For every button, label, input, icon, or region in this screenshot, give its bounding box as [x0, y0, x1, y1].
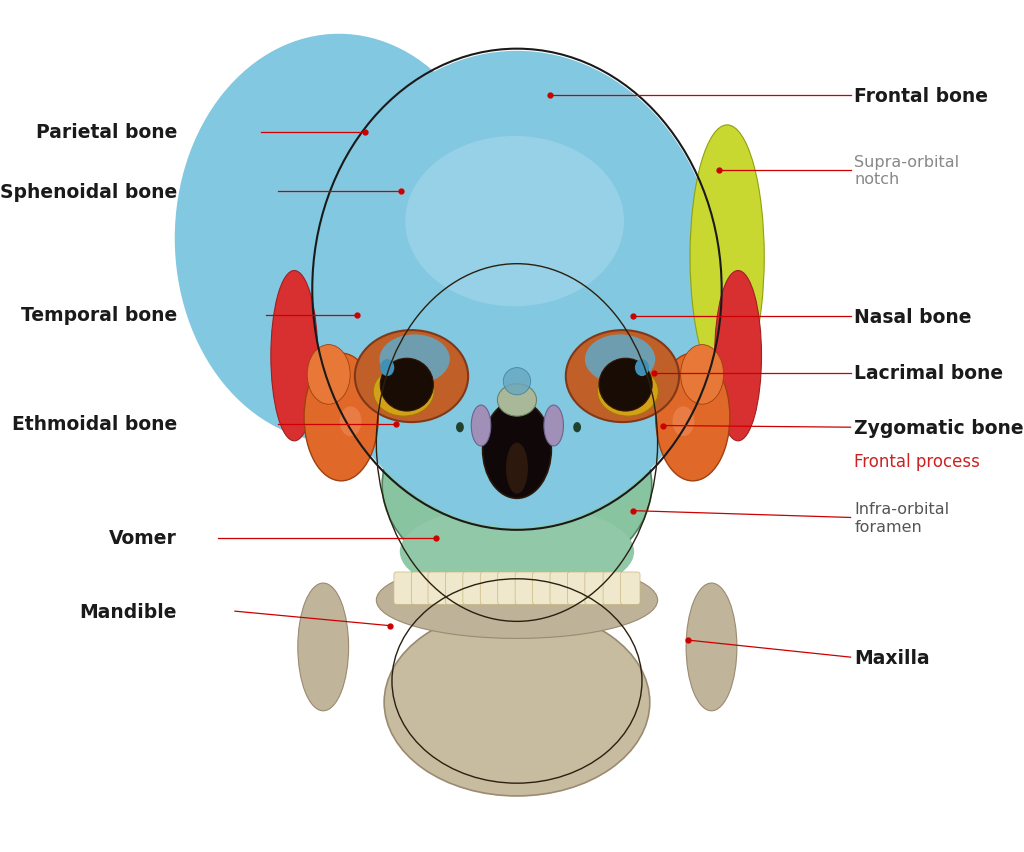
- Ellipse shape: [399, 505, 634, 599]
- Text: Lacrimal bone: Lacrimal bone: [854, 364, 1004, 383]
- FancyBboxPatch shape: [515, 573, 537, 605]
- Ellipse shape: [313, 52, 720, 528]
- FancyBboxPatch shape: [550, 573, 571, 605]
- Ellipse shape: [585, 335, 655, 384]
- Ellipse shape: [715, 271, 762, 441]
- Ellipse shape: [345, 56, 689, 481]
- FancyBboxPatch shape: [621, 573, 640, 605]
- Ellipse shape: [544, 406, 563, 446]
- Ellipse shape: [380, 359, 433, 412]
- Ellipse shape: [340, 407, 361, 436]
- Ellipse shape: [471, 406, 490, 446]
- Text: Mandible: Mandible: [80, 602, 177, 621]
- Ellipse shape: [271, 271, 317, 441]
- Ellipse shape: [377, 562, 657, 639]
- FancyBboxPatch shape: [463, 573, 484, 605]
- Ellipse shape: [298, 584, 348, 711]
- Text: Sphenoidal bone: Sphenoidal bone: [0, 182, 177, 202]
- Ellipse shape: [175, 35, 503, 443]
- Ellipse shape: [268, 126, 342, 389]
- Text: Ethmoidal bone: Ethmoidal bone: [12, 415, 177, 434]
- Ellipse shape: [406, 137, 624, 307]
- Ellipse shape: [382, 302, 647, 388]
- Text: Parietal bone: Parietal bone: [36, 123, 177, 142]
- Ellipse shape: [307, 345, 350, 405]
- FancyBboxPatch shape: [412, 573, 431, 605]
- Ellipse shape: [573, 423, 581, 433]
- Ellipse shape: [384, 609, 650, 796]
- Text: Frontal bone: Frontal bone: [854, 86, 988, 106]
- Ellipse shape: [503, 368, 530, 395]
- Text: Vomer: Vomer: [110, 529, 177, 548]
- Ellipse shape: [380, 335, 450, 384]
- Ellipse shape: [380, 360, 394, 377]
- FancyBboxPatch shape: [567, 573, 589, 605]
- Ellipse shape: [397, 137, 632, 324]
- Ellipse shape: [599, 359, 652, 412]
- Ellipse shape: [690, 126, 764, 389]
- Ellipse shape: [373, 367, 434, 417]
- Ellipse shape: [382, 386, 651, 585]
- Ellipse shape: [498, 384, 537, 417]
- Text: Temporal bone: Temporal bone: [20, 306, 177, 325]
- Ellipse shape: [635, 360, 649, 377]
- Ellipse shape: [686, 584, 737, 711]
- Text: Maxilla: Maxilla: [854, 648, 930, 667]
- FancyBboxPatch shape: [585, 573, 606, 605]
- FancyBboxPatch shape: [428, 573, 450, 605]
- Ellipse shape: [456, 423, 464, 433]
- Ellipse shape: [506, 443, 528, 494]
- Text: Zygomatic bone: Zygomatic bone: [854, 418, 1024, 437]
- Ellipse shape: [566, 331, 679, 423]
- Ellipse shape: [355, 331, 468, 423]
- FancyBboxPatch shape: [394, 573, 414, 605]
- FancyBboxPatch shape: [445, 573, 467, 605]
- FancyBboxPatch shape: [480, 573, 502, 605]
- Ellipse shape: [681, 345, 724, 405]
- Text: Infra-orbital
foramen: Infra-orbital foramen: [854, 502, 949, 534]
- Ellipse shape: [597, 367, 658, 417]
- Ellipse shape: [482, 401, 551, 498]
- FancyBboxPatch shape: [498, 573, 519, 605]
- Text: Frontal process: Frontal process: [854, 452, 980, 470]
- Text: Nasal bone: Nasal bone: [854, 308, 972, 326]
- Text: Supra-orbital
notch: Supra-orbital notch: [854, 154, 959, 187]
- FancyBboxPatch shape: [532, 573, 554, 605]
- Ellipse shape: [655, 354, 730, 481]
- FancyBboxPatch shape: [603, 573, 623, 605]
- Ellipse shape: [304, 354, 378, 481]
- Ellipse shape: [673, 407, 694, 436]
